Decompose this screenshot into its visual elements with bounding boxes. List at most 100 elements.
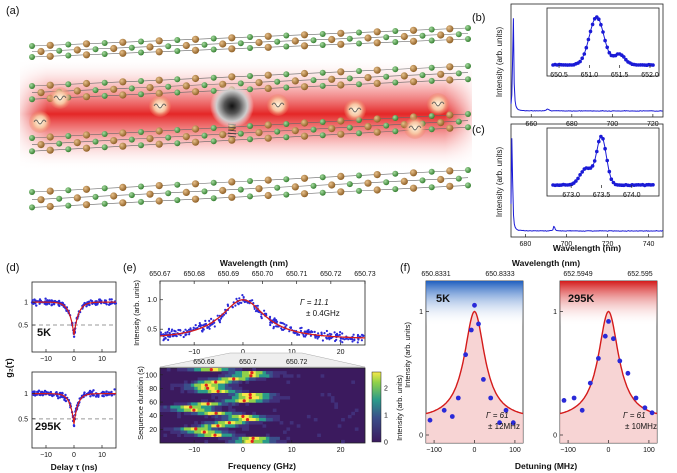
boron-atom (300, 119, 309, 127)
heatmap-cell (170, 386, 174, 391)
nitrogen-atom (65, 81, 72, 88)
inset-data-point (586, 37, 591, 42)
panel-b-xticks: 660 680 700 720 (525, 114, 659, 128)
g2-data-point (64, 393, 67, 397)
tick-label: 0 (72, 356, 76, 363)
tick-label: 650.68 (193, 359, 215, 366)
heatmap-cell (221, 436, 226, 441)
g2-data-point (37, 389, 41, 392)
heatmap-cell (183, 408, 188, 412)
heatmap-cell (214, 399, 219, 403)
boron-atom (155, 182, 163, 190)
heatmap-cell (245, 421, 250, 425)
heatmap-cell (204, 389, 209, 394)
intensity-data-point (159, 331, 162, 334)
boron-atom (364, 123, 372, 131)
heatmap-cell (204, 402, 209, 406)
heatmap-cell (276, 396, 280, 400)
panel-b-spectrum: Intensity (arb. units) 660 680 700 720 650.… (495, 3, 664, 128)
heatmap-cell (245, 371, 250, 375)
heatmap-cell (231, 399, 236, 403)
peak-marker (214, 380, 218, 384)
intensity-data-point (353, 339, 356, 342)
heatmap-cell (231, 411, 236, 416)
boron-atom (191, 88, 200, 96)
heatmap-cell (224, 427, 229, 431)
nitrogen-atom (92, 87, 99, 94)
nitrogen-atom (465, 25, 471, 31)
intensity-data-point (481, 377, 486, 382)
boron-atom (337, 172, 345, 180)
boron-atom (337, 130, 345, 138)
nitrogen-atom (65, 52, 72, 59)
intensity-data-point (194, 324, 197, 327)
intensity-data-point (208, 327, 211, 330)
intensity-data-point (164, 331, 167, 334)
heatmap-cell (235, 414, 239, 419)
heatmap-cell (221, 427, 226, 431)
heatmap-cell (211, 377, 215, 381)
heatmap-cell (221, 424, 226, 428)
heatmap-cell (259, 439, 263, 444)
intensity-data-point (256, 310, 260, 313)
peak-marker (227, 421, 231, 425)
heatmap-cell (211, 393, 215, 397)
g2-data-point (33, 390, 36, 393)
boron-atom (110, 85, 118, 93)
heatmap-cell (183, 405, 188, 409)
heatmap-cell (265, 393, 270, 397)
g2-data-point (36, 390, 39, 394)
intensity-data-point (182, 335, 185, 339)
heatmap-cell (238, 424, 243, 428)
heatmap-cell (221, 371, 226, 375)
quantum-emitter (210, 84, 254, 128)
heatmap-cell (269, 399, 273, 403)
heatmap-cell (214, 383, 219, 387)
boron-atom (409, 169, 418, 177)
intensity-data-point (309, 334, 312, 337)
heatmap-cell (228, 405, 232, 409)
intensity-data-point (288, 330, 291, 333)
heatmap-cell (218, 430, 222, 434)
heatmap-cell (218, 424, 222, 428)
heatmap-cell (221, 374, 226, 378)
heatmap-cell (218, 418, 222, 422)
heatmap-cell (194, 389, 198, 394)
heatmap-cell (283, 430, 287, 434)
boron-atom (300, 174, 309, 182)
inset-data-point (607, 169, 612, 174)
panel-f-top-ticks: 650.8331 650.8333 652.5949 652.595 (421, 271, 652, 278)
heatmap-cell (235, 402, 239, 406)
g2-data-point (106, 393, 109, 397)
intensity-data-point (320, 331, 323, 334)
intensity-data-point (216, 314, 219, 317)
heatmap-cell (231, 393, 236, 397)
intensity-data-point (306, 329, 309, 332)
boron-atom (82, 185, 91, 193)
nitrogen-atom (174, 76, 181, 83)
intensity-data-point (201, 330, 204, 333)
bond-line (31, 33, 469, 52)
heatmap-cell (259, 396, 263, 400)
heatmap-cell (265, 374, 270, 378)
intensity-data-point (210, 317, 213, 320)
g2-data-point (96, 302, 99, 305)
boron-atom (191, 125, 200, 133)
g2-data-point (104, 299, 108, 302)
panel-label-f: (f) (400, 262, 410, 274)
heatmap-cell (177, 368, 181, 372)
nitrogen-atom (310, 77, 317, 84)
heatmap-cell (252, 374, 256, 378)
heatmap-cell (272, 418, 277, 422)
heatmap-cell (228, 411, 232, 416)
tick-label: 20 (337, 349, 345, 356)
g2-data-point (31, 299, 34, 302)
intensity-data-point (241, 294, 244, 297)
panel-e-colorbar (371, 371, 382, 443)
heatmap-cell (170, 427, 174, 431)
heatmap-cell (255, 439, 260, 444)
g2-data-point (89, 395, 92, 398)
peak-marker (202, 430, 206, 434)
intensity-data-point (571, 395, 577, 401)
heatmap-cell (221, 393, 226, 397)
